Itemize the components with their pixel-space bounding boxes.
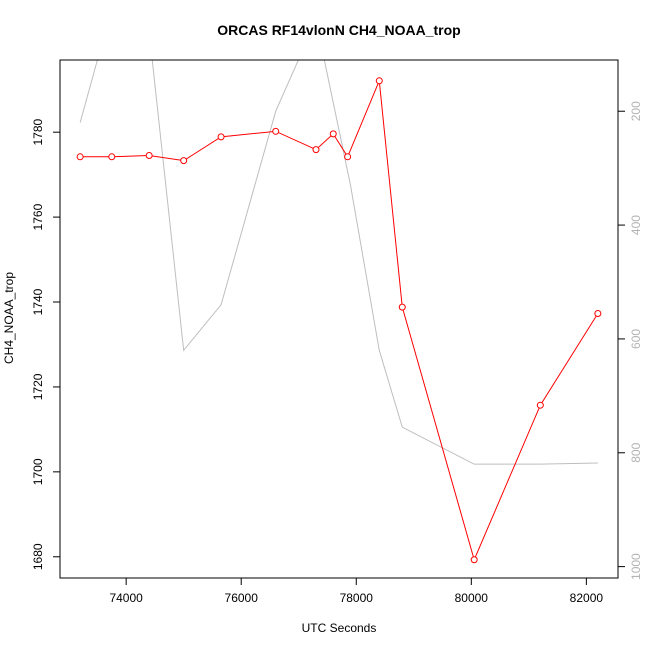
x-tick-label: 76000: [225, 591, 259, 605]
y-tick-label: 1780: [31, 119, 45, 146]
series-group: [76, 60, 602, 564]
x-tick-label: 80000: [455, 591, 489, 605]
y-tick-label: 1720: [31, 373, 45, 400]
axes: 74000 76000 78000 80000 82000 1680 1700 1720 174…: [31, 59, 643, 605]
plot-frame: [59, 59, 619, 579]
y-tick-label: 1700: [31, 458, 45, 485]
y-tick-label: 1680: [31, 543, 45, 570]
y2-tick-label: 200: [629, 101, 643, 121]
primary-series-point: [398, 303, 406, 311]
primary-series-point: [375, 77, 383, 85]
x-tick-label: 74000: [109, 591, 143, 605]
primary-series-point: [145, 152, 153, 160]
y2-tick-label: 600: [629, 329, 643, 349]
primary-series-line: [80, 80, 599, 562]
primary-series-point: [108, 153, 116, 161]
primary-series-point: [594, 309, 602, 317]
y-tick-label: 1740: [31, 288, 45, 315]
primary-series-point: [272, 127, 280, 135]
chart-title: ORCAS RF14vlonN CH4_NOAA_trop: [217, 22, 460, 38]
primary-series-point: [470, 556, 478, 564]
primary-series-point: [329, 130, 337, 138]
primary-series-point: [76, 153, 84, 161]
primary-series-point: [344, 153, 352, 161]
secondary-series-line: [79, 60, 598, 465]
x-axis-label: UTC Seconds: [302, 621, 377, 635]
y-tick-label: 1760: [31, 203, 45, 230]
primary-series-point: [536, 401, 544, 409]
primary-series-point: [180, 157, 188, 165]
primary-series-point: [217, 133, 225, 141]
y2-tick-label: 800: [629, 442, 643, 462]
x-tick-label: 78000: [340, 591, 374, 605]
x-tick-label: 82000: [570, 591, 604, 605]
y2-tick-label: 400: [629, 215, 643, 235]
plot-area: [76, 60, 602, 564]
primary-series-point: [312, 146, 320, 154]
y2-tick-label: 1000: [629, 553, 643, 580]
y-axis-label: CH4_NOAA_trop: [2, 272, 16, 364]
